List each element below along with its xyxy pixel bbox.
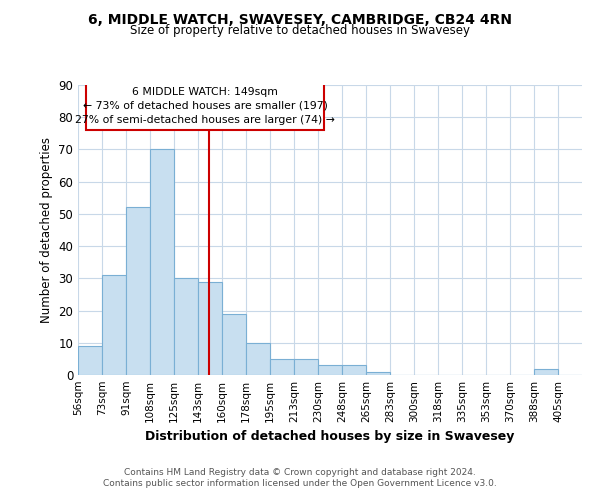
Bar [222, 314, 246, 375]
Bar [534, 368, 558, 375]
Text: 6, MIDDLE WATCH, SWAVESEY, CAMBRIDGE, CB24 4RN: 6, MIDDLE WATCH, SWAVESEY, CAMBRIDGE, CB… [88, 12, 512, 26]
Bar [198, 282, 222, 375]
Bar [86, 82, 323, 130]
Text: Contains HM Land Registry data © Crown copyright and database right 2024.
Contai: Contains HM Land Registry data © Crown c… [103, 468, 497, 487]
Bar [246, 343, 270, 375]
Bar [78, 346, 102, 375]
Bar [342, 366, 366, 375]
Bar [174, 278, 198, 375]
Bar [294, 359, 318, 375]
Bar [270, 359, 294, 375]
Text: 6 MIDDLE WATCH: 149sqm
← 73% of detached houses are smaller (197)
27% of semi-de: 6 MIDDLE WATCH: 149sqm ← 73% of detached… [75, 87, 335, 125]
Y-axis label: Number of detached properties: Number of detached properties [40, 137, 53, 323]
Bar [150, 150, 174, 375]
X-axis label: Distribution of detached houses by size in Swavesey: Distribution of detached houses by size … [145, 430, 515, 444]
Bar [366, 372, 390, 375]
Bar [318, 366, 342, 375]
Text: Size of property relative to detached houses in Swavesey: Size of property relative to detached ho… [130, 24, 470, 37]
Bar [126, 208, 150, 375]
Bar [102, 275, 126, 375]
